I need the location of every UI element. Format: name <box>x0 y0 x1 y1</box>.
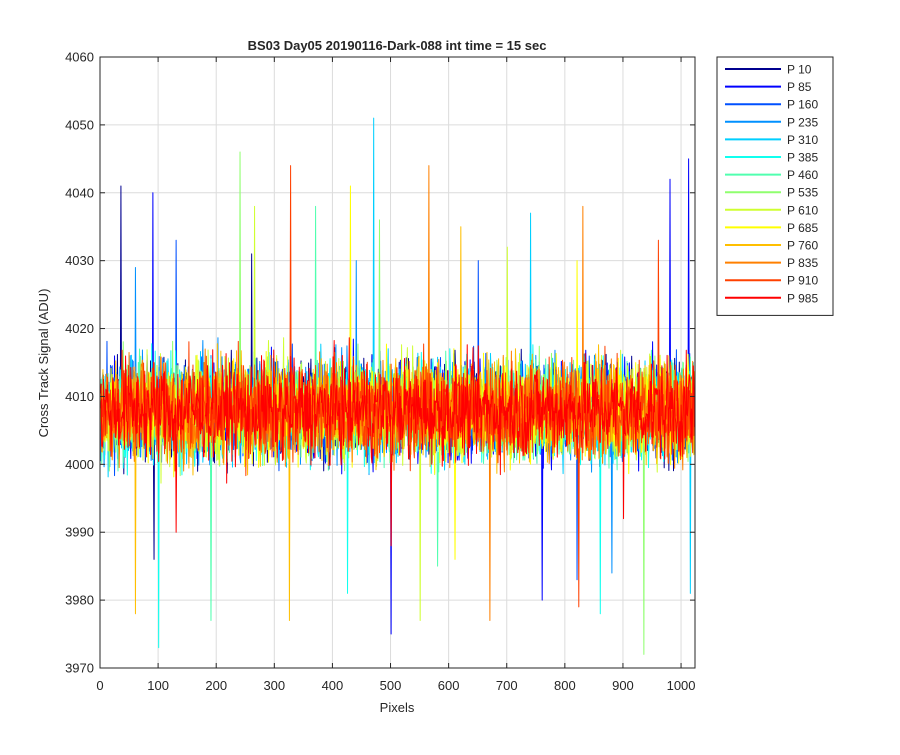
legend-label: P 535 <box>787 186 818 200</box>
legend-label: P 685 <box>787 221 818 235</box>
x-axis-label: Pixels <box>380 700 415 715</box>
x-ticks: 0 100 200 300 400 500 600 700 800 900 1000 <box>96 57 696 693</box>
x-tick-label: 1000 <box>667 678 696 693</box>
x-tick-label: 500 <box>380 678 402 693</box>
legend-label: P 235 <box>787 115 818 129</box>
y-ticks: 3970 3980 3990 4000 4010 4020 4030 4040 4050 4060 <box>65 50 695 676</box>
x-tick-label: 0 <box>96 678 103 693</box>
x-tick-label: 700 <box>496 678 518 693</box>
x-tick-label: 100 <box>147 678 169 693</box>
legend-label: P 610 <box>787 203 818 217</box>
plot-area <box>100 117 696 655</box>
legend-label: P 160 <box>787 98 818 112</box>
legend-label: P 10 <box>787 63 812 77</box>
y-tick-label: 4010 <box>65 389 94 404</box>
y-tick-label: 4030 <box>65 253 94 268</box>
x-tick-label: 800 <box>554 678 576 693</box>
legend-label: P 310 <box>787 133 818 147</box>
legend: P 10 P 85 P 160 P 235 P 310 P 385 P 460 P 535 P … <box>716 56 834 316</box>
y-tick-label: 4020 <box>65 321 94 336</box>
y-tick-label: 4040 <box>65 185 94 200</box>
legend-label: P 85 <box>787 80 812 94</box>
x-tick-label: 300 <box>263 678 285 693</box>
y-tick-label: 4000 <box>65 457 94 472</box>
x-tick-label: 900 <box>612 678 634 693</box>
legend-label: P 460 <box>787 168 818 182</box>
y-axis-label: Cross Track Signal (ADU) <box>36 289 51 438</box>
y-tick-label: 3980 <box>65 593 94 608</box>
x-tick-label: 600 <box>438 678 460 693</box>
axes-box <box>99 56 696 669</box>
y-tick-label: 3990 <box>65 525 94 540</box>
series-line-p-985 <box>100 337 696 547</box>
x-tick-label: 200 <box>205 678 227 693</box>
y-tick-label: 3970 <box>65 661 94 676</box>
legend-label: P 760 <box>787 239 818 253</box>
x-tick-label: 400 <box>322 678 344 693</box>
legend-label: P 985 <box>787 291 818 305</box>
chart-title: BS03 Day05 20190116-Dark-088 int time = … <box>248 38 547 53</box>
y-tick-label: 4060 <box>65 50 94 65</box>
legend-label: P 910 <box>787 274 818 288</box>
legend-box <box>716 56 834 316</box>
legend-label: P 835 <box>787 256 818 270</box>
legend-label: P 385 <box>787 151 818 165</box>
y-tick-label: 4050 <box>65 117 94 132</box>
